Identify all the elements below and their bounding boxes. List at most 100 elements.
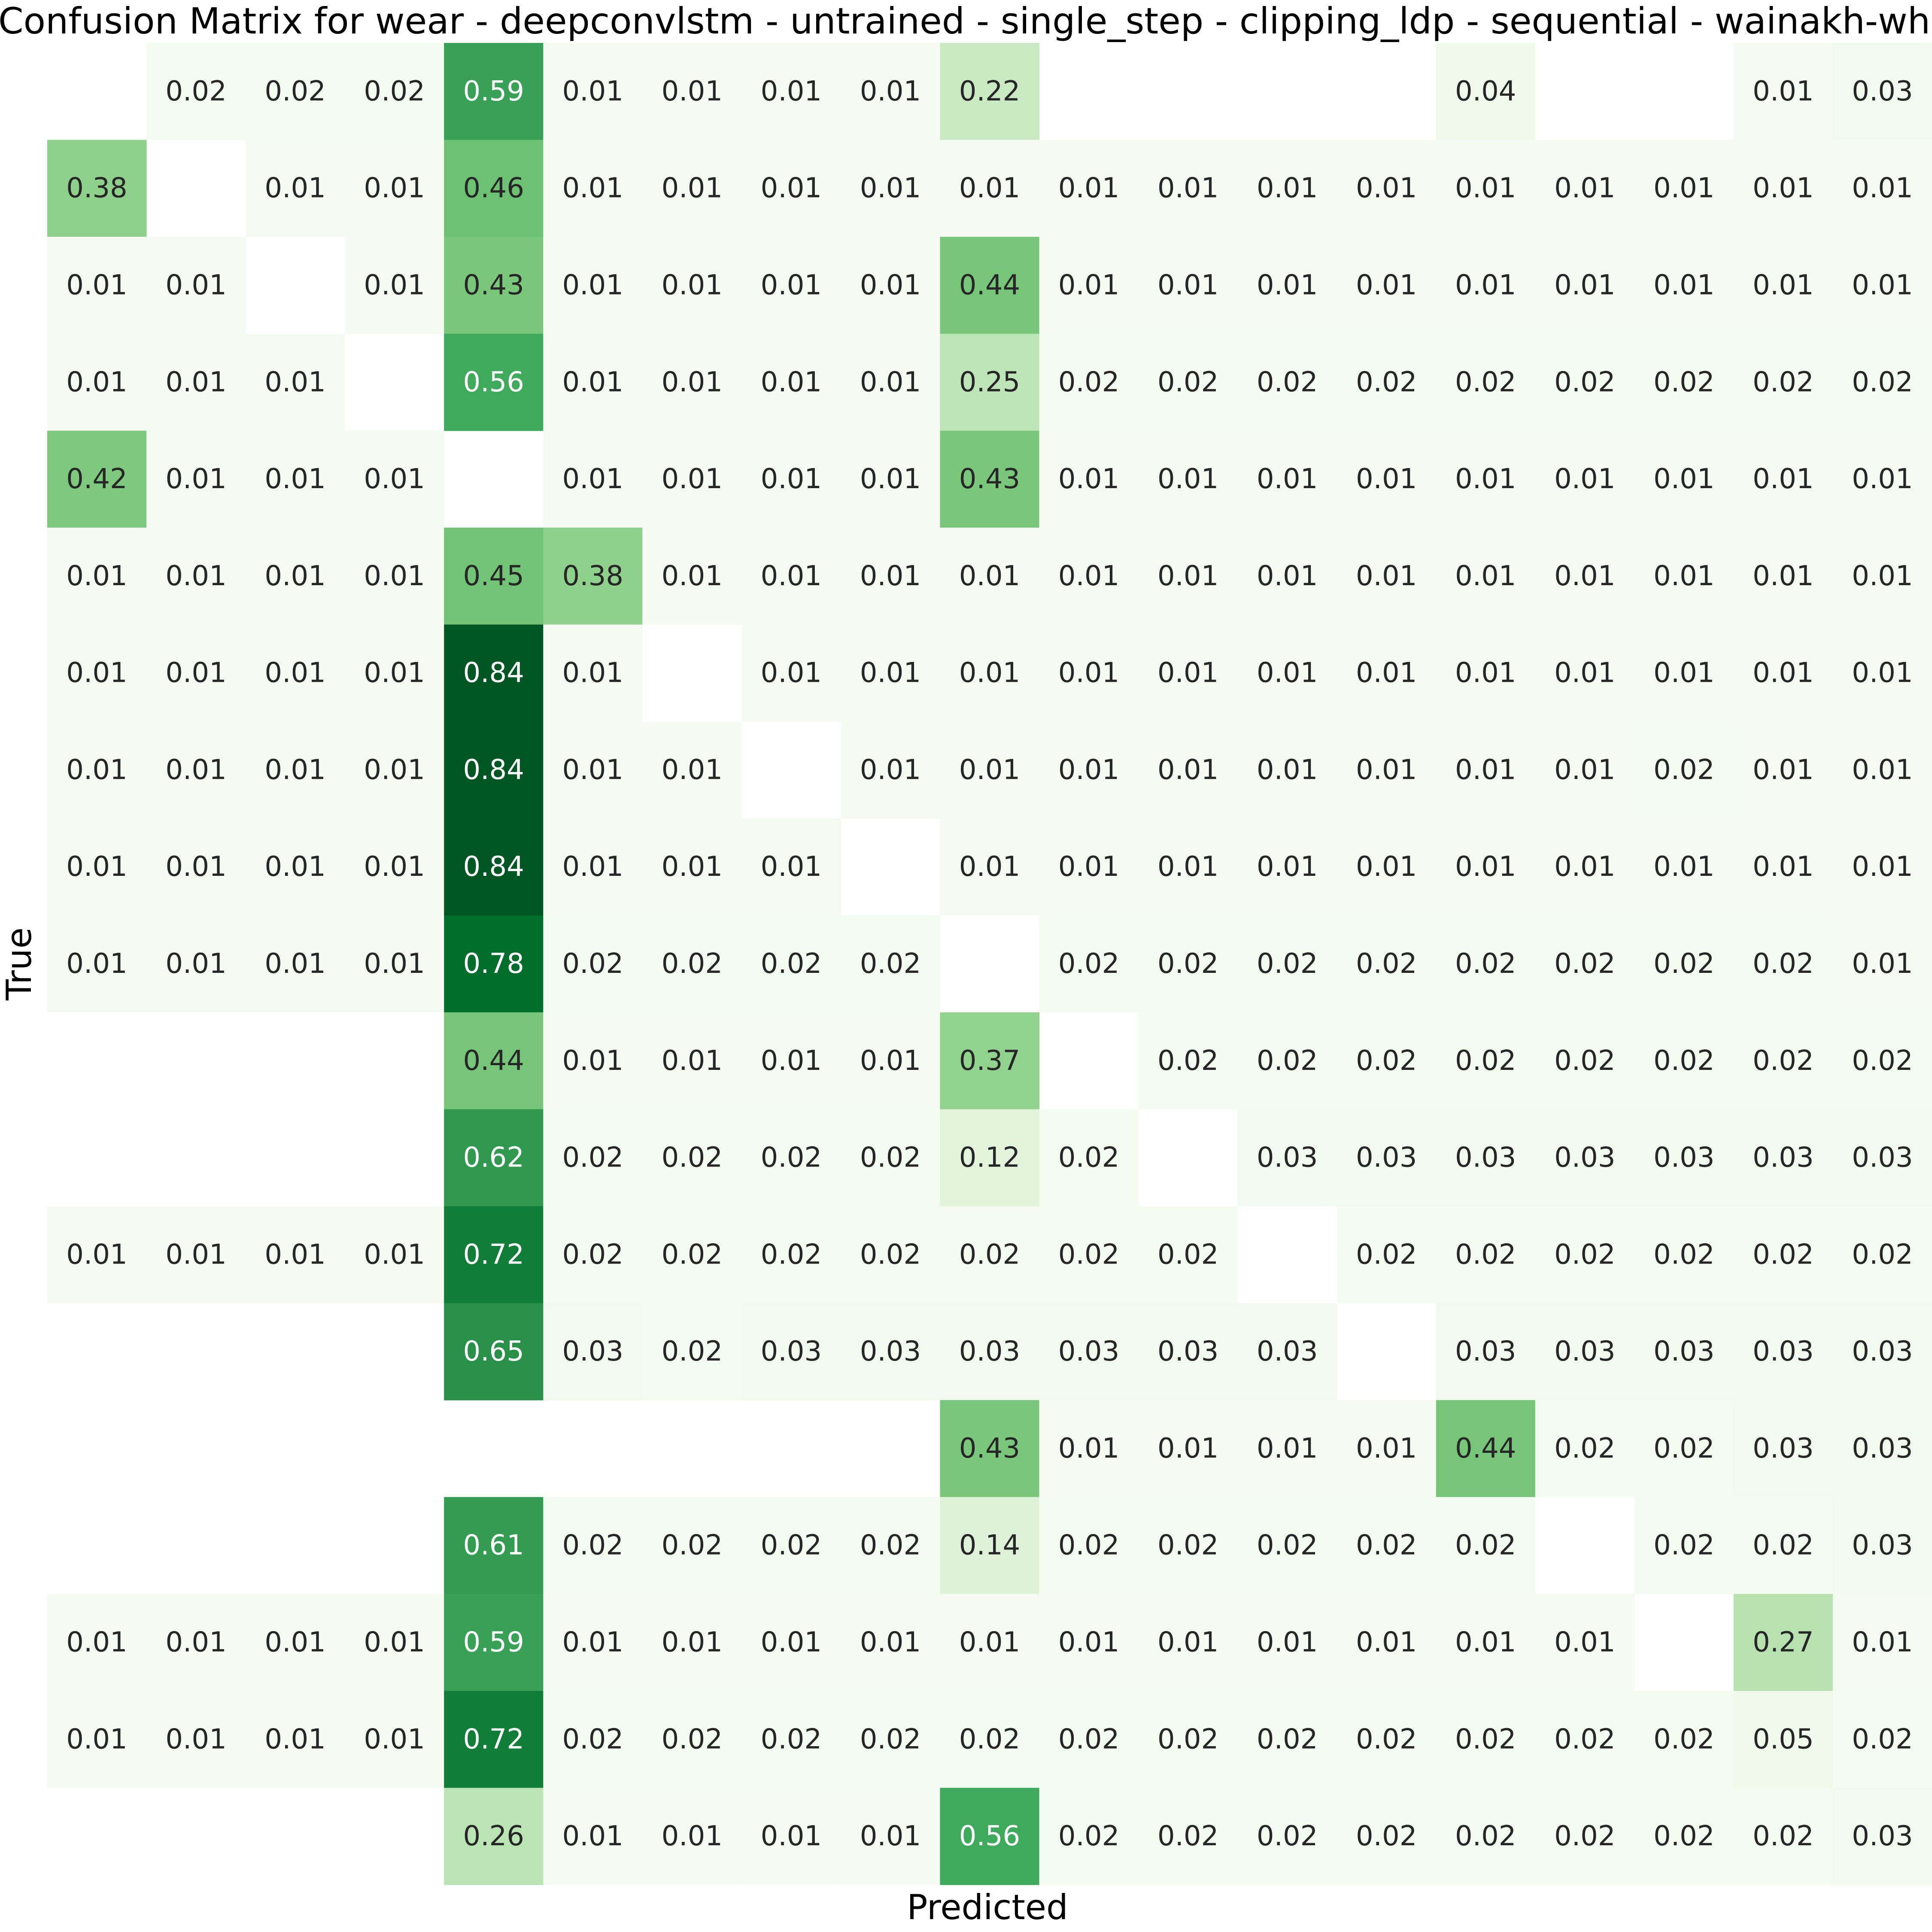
cell-label-r15-c6: 0.02 [662, 1530, 723, 1561]
cell-label-r1-c8: 0.01 [860, 173, 921, 204]
heatmap-cell-r9-c7 [741, 915, 841, 1013]
cell-label-r15-c12: 0.02 [1257, 1530, 1318, 1561]
heatmap-cell-r16-c11 [1138, 1594, 1238, 1692]
heatmap-cell-r0-c14 [1436, 43, 1536, 140]
heatmap-cell-r10-c15 [1535, 1012, 1635, 1110]
heatmap-cell-r9-c5 [543, 915, 643, 1013]
cell-label-r13-c16: 0.03 [1653, 1336, 1715, 1367]
cell-label-r17-c1: 0.01 [165, 1723, 227, 1755]
cell-label-r2-c7: 0.01 [761, 269, 822, 301]
heatmap-cell-r15-c4 [444, 1497, 544, 1595]
cell-label-r1-c5: 0.01 [562, 173, 624, 204]
heatmap-cell-r15-c7 [741, 1497, 841, 1595]
cell-label-r14-c15: 0.02 [1554, 1433, 1616, 1464]
cell-label-r9-c16: 0.02 [1653, 948, 1715, 980]
heatmap-cell-r16-c12 [1237, 1594, 1337, 1692]
cell-label-r2-c16: 0.01 [1653, 269, 1715, 301]
cell-label-r17-c18: 0.02 [1852, 1723, 1913, 1755]
cell-label-r14-c12: 0.01 [1257, 1433, 1318, 1464]
heatmap-cell-r15-c16 [1634, 1497, 1734, 1595]
heatmap-cell-r16-c8 [841, 1594, 941, 1692]
cell-label-r7-c6: 0.01 [662, 754, 723, 786]
heatmap-cell-r16-c15 [1535, 1594, 1635, 1692]
cell-label-r3-c18: 0.02 [1852, 366, 1913, 398]
heatmap-cell-r15-c9 [940, 1497, 1040, 1595]
cell-label-r5-c8: 0.01 [860, 560, 921, 592]
cell-label-r11-c12: 0.03 [1257, 1142, 1318, 1174]
cell-label-r4-c3: 0.01 [364, 463, 425, 495]
heatmap-cell-r2-c6 [642, 237, 742, 334]
heatmap-cell-r8-c7 [741, 818, 841, 916]
heatmap-cell-r6-c3 [345, 624, 444, 722]
cell-label-r5-c13: 0.01 [1356, 560, 1417, 592]
cell-label-r15-c16: 0.02 [1653, 1530, 1715, 1561]
cell-label-r16-c0: 0.01 [66, 1627, 128, 1659]
cell-label-r15-c17: 0.02 [1753, 1530, 1814, 1561]
heatmap-cell-r3-c18 [1832, 334, 1932, 431]
heatmap-cell-r13-c15 [1535, 1303, 1635, 1400]
heatmap-cell-r7-c10 [1039, 721, 1139, 819]
cell-label-r11-c10: 0.02 [1058, 1142, 1120, 1174]
heatmap-cell-r1-c3 [345, 140, 444, 237]
heatmap-cell-r3-c16 [1634, 334, 1734, 431]
cell-label-r16-c13: 0.01 [1356, 1627, 1417, 1659]
cell-label-r16-c12: 0.01 [1257, 1627, 1318, 1659]
cell-label-r2-c18: 0.01 [1852, 269, 1913, 301]
cell-label-r18-c5: 0.01 [562, 1820, 624, 1852]
heatmap-cell-r12-c2 [246, 1206, 345, 1303]
heatmap-cell-r17-c16 [1634, 1691, 1734, 1788]
heatmap-cell-r17-c2 [246, 1691, 345, 1788]
cell-label-r16-c8: 0.01 [860, 1627, 921, 1659]
heatmap-cell-r2-c8 [841, 237, 941, 334]
heatmap-cell-r1-c9 [940, 140, 1040, 237]
heatmap-cell-r17-c14 [1436, 1691, 1536, 1788]
heatmap-cell-r0-c1 [146, 43, 246, 140]
heatmap-cell-r0-c5 [543, 43, 643, 140]
heatmap-cell-r12-c3 [345, 1206, 444, 1303]
cell-label-r17-c9: 0.02 [959, 1723, 1021, 1755]
heatmap-cell-r6-c0 [47, 624, 147, 722]
cell-label-r7-c13: 0.01 [1356, 754, 1417, 786]
cell-label-r4-c17: 0.01 [1753, 463, 1814, 495]
heatmap-cell-r15-c11 [1138, 1497, 1238, 1595]
heatmap-cell-r3-c0 [47, 334, 147, 431]
cell-label-r11-c8: 0.02 [860, 1142, 921, 1174]
heatmap-cell-r7-c11 [1138, 721, 1238, 819]
cell-label-r1-c6: 0.01 [662, 173, 723, 204]
cell-label-r7-c16: 0.02 [1653, 754, 1715, 786]
cell-label-r13-c6: 0.02 [662, 1336, 723, 1367]
cell-label-r2-c3: 0.01 [364, 269, 425, 301]
heatmap-cells [47, 43, 1932, 1885]
heatmap-cell-r4-c7 [741, 431, 841, 528]
heatmap-cell-r3-c7 [741, 334, 841, 431]
cell-label-r8-c12: 0.01 [1257, 851, 1318, 883]
cell-label-r6-c7: 0.01 [761, 657, 822, 689]
cell-label-r12-c18: 0.02 [1852, 1239, 1913, 1270]
cell-label-r1-c16: 0.01 [1653, 173, 1715, 204]
cell-label-r17-c2: 0.01 [264, 1723, 326, 1755]
cell-label-r1-c4: 0.46 [463, 173, 524, 204]
heatmap-cell-r0-c7 [741, 43, 841, 140]
cell-label-r11-c16: 0.03 [1653, 1142, 1715, 1174]
cell-label-r6-c0: 0.01 [66, 657, 128, 689]
cell-label-r1-c0: 0.38 [66, 173, 128, 204]
heatmap-cell-r15-c13 [1337, 1497, 1437, 1595]
heatmap-cell-r12-c7 [741, 1206, 841, 1303]
y-axis-label: True [0, 927, 39, 1001]
cell-label-r10-c9: 0.37 [959, 1045, 1021, 1077]
heatmap-cell-r11-c4 [444, 1109, 544, 1207]
heatmap-cell-r9-c2 [246, 915, 345, 1013]
heatmap-cell-r13-c18 [1832, 1303, 1932, 1400]
cell-label-r7-c15: 0.01 [1554, 754, 1616, 786]
cell-label-r13-c4: 0.65 [463, 1336, 524, 1367]
heatmap-cell-r0-c17 [1733, 43, 1833, 140]
cell-label-r8-c7: 0.01 [761, 851, 822, 883]
cell-label-r16-c2: 0.01 [264, 1627, 326, 1659]
heatmap-cell-r11-c5 [543, 1109, 643, 1207]
heatmap-cell-r3-c6 [642, 334, 742, 431]
cell-label-r11-c15: 0.03 [1554, 1142, 1616, 1174]
cell-label-r7-c0: 0.01 [66, 754, 128, 786]
heatmap-cell-r18-c14 [1436, 1788, 1536, 1885]
cell-label-r18-c11: 0.02 [1157, 1820, 1219, 1852]
